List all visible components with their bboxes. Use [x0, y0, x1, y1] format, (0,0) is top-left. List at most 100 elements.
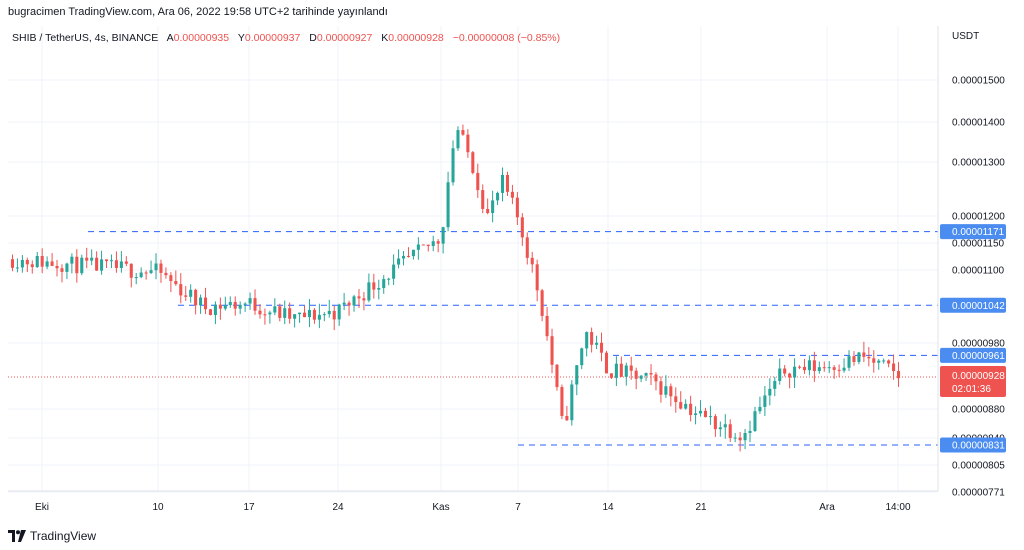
- candle-body: [708, 416, 712, 418]
- candle-body: [362, 298, 366, 301]
- candle-body: [525, 237, 529, 258]
- x-tick-label: Ara: [819, 502, 835, 513]
- candle-body: [674, 396, 678, 403]
- candle-body: [827, 367, 831, 369]
- candle-body: [619, 363, 623, 377]
- candle-body: [337, 304, 341, 320]
- candle-body: [179, 284, 183, 296]
- candle-body: [15, 267, 19, 269]
- candle-body: [312, 309, 316, 320]
- candle-body: [253, 298, 257, 311]
- y-tick-label: 0.00001400: [952, 118, 1005, 129]
- candle-body: [75, 256, 79, 274]
- candle-body: [174, 281, 178, 285]
- candle-body: [139, 272, 143, 278]
- level-price-value: 0.00000831: [952, 440, 1005, 451]
- candle-body: [119, 261, 123, 268]
- candlestick-chart[interactable]: SHIB / TetherUS, 4s, BINANCE A0.00000935…: [8, 26, 1016, 514]
- candle-body: [629, 365, 633, 371]
- candle-body: [842, 367, 846, 371]
- candle-body: [570, 384, 574, 421]
- candle-body: [397, 258, 401, 265]
- x-tick-label: 21: [695, 502, 707, 513]
- candle-body: [159, 263, 163, 273]
- x-tick-label: 17: [243, 502, 255, 513]
- level-price-tag: [940, 347, 1006, 363]
- level-price-tag: [940, 224, 1006, 240]
- candle-body: [659, 381, 663, 395]
- candle-body: [104, 259, 109, 262]
- candle-body: [679, 402, 683, 409]
- candle-body: [595, 342, 599, 345]
- legend-open-label: A: [167, 32, 174, 44]
- candle-body: [703, 410, 708, 418]
- candle-body: [60, 268, 64, 272]
- publish-header: bugracimen TradingView.com, Ara 06, 2022…: [8, 6, 388, 18]
- candle-body: [847, 356, 851, 368]
- candle-body: [758, 406, 762, 412]
- candle-body: [273, 306, 277, 313]
- candle-body: [723, 424, 727, 428]
- candle-body: [367, 282, 371, 301]
- candle-body: [852, 356, 856, 362]
- candle-body: [357, 296, 361, 299]
- candle-body: [783, 368, 787, 374]
- candle-body: [694, 413, 698, 416]
- candle-body: [644, 373, 648, 376]
- candle-body: [268, 312, 272, 315]
- candle-body: [372, 282, 376, 290]
- candle-body: [669, 386, 673, 397]
- candle-body: [10, 259, 15, 268]
- grid-lines: [8, 26, 938, 493]
- footer: TradingView: [8, 527, 96, 545]
- footer-brand: TradingView: [30, 529, 97, 543]
- y-tick-label: 0.00001150: [952, 239, 1005, 250]
- candle-body: [540, 290, 544, 316]
- candle-body: [298, 312, 302, 315]
- y-tick-label: 0.00001100: [952, 266, 1005, 277]
- candle-body: [100, 259, 104, 271]
- candle-body: [560, 387, 564, 416]
- candle-body: [461, 130, 465, 135]
- candle-body: [238, 304, 242, 309]
- candle-body: [382, 279, 386, 288]
- candle-body: [124, 261, 128, 264]
- candle-body: [421, 244, 425, 246]
- level-price-tags: 0.00001171 0.00001042 0.00000961 0.00000831: [940, 224, 1006, 453]
- candle-body: [327, 310, 331, 315]
- candle-body: [476, 172, 480, 191]
- candle-body: [406, 255, 411, 257]
- candle-body: [85, 257, 89, 261]
- candle-body: [575, 365, 579, 385]
- candle-body: [426, 244, 430, 247]
- level-lines: [88, 231, 938, 446]
- candle-body: [65, 263, 69, 272]
- x-tick-label: 24: [332, 502, 344, 513]
- candle-body: [832, 367, 836, 370]
- candle-body: [30, 264, 34, 268]
- candle-body: [728, 424, 732, 438]
- candle-body: [203, 297, 208, 310]
- candle-body: [788, 373, 792, 378]
- candle-body: [109, 260, 114, 262]
- candle-body: [778, 368, 782, 381]
- candle-body: [149, 270, 153, 273]
- candle-body: [436, 241, 440, 244]
- candle-body: [718, 427, 722, 430]
- candle-body: [283, 308, 287, 318]
- legend-open-value: 0.00000935: [174, 32, 230, 44]
- level-price-value: 0.00001171: [952, 227, 1005, 238]
- level-price-tag: [940, 297, 1006, 313]
- candle-body: [441, 227, 445, 244]
- candle-body: [515, 197, 519, 218]
- candle-body: [505, 174, 510, 192]
- last-price-countdown: 02:01:36: [952, 384, 991, 395]
- chart-frame[interactable]: SHIB / TetherUS, 4s, BINANCE A0.00000935…: [8, 26, 1016, 514]
- candle-body: [144, 272, 148, 274]
- candle-body: [797, 366, 802, 368]
- candle-body: [90, 257, 94, 261]
- legend-close-label: K: [381, 32, 388, 44]
- legend-change-value: −0.00000008 (−0.85%): [453, 32, 560, 44]
- level-price-value: 0.00001042: [952, 301, 1005, 312]
- candle-body: [228, 301, 232, 306]
